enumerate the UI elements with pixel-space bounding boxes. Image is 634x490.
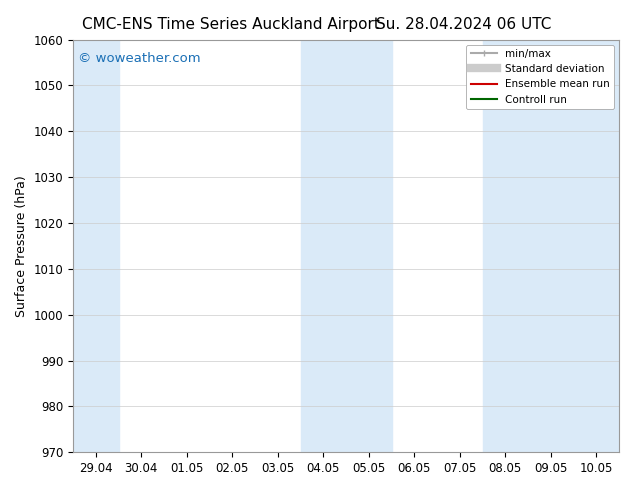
Bar [73, 40, 119, 452]
Legend: min/max, Standard deviation, Ensemble mean run, Controll run: min/max, Standard deviation, Ensemble me… [467, 45, 614, 109]
Bar [528, 40, 574, 452]
Bar [301, 40, 346, 452]
Text: Su. 28.04.2024 06 UTC: Su. 28.04.2024 06 UTC [376, 17, 552, 32]
Text: CMC-ENS Time Series Auckland Airport: CMC-ENS Time Series Auckland Airport [82, 17, 380, 32]
Text: © woweather.com: © woweather.com [79, 52, 201, 65]
Bar [482, 40, 528, 452]
Bar [574, 40, 619, 452]
Bar [346, 40, 392, 452]
Y-axis label: Surface Pressure (hPa): Surface Pressure (hPa) [15, 175, 28, 317]
